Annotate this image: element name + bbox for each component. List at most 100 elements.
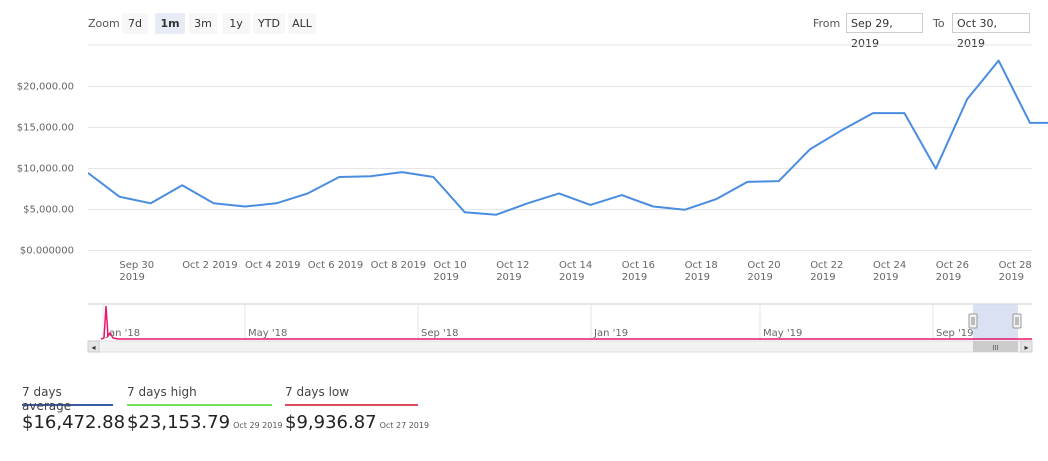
zoom-1m-button[interactable]: 1m (155, 13, 185, 34)
low-label: 7 days low (285, 385, 350, 399)
zoom-7d-button[interactable]: 7d (122, 13, 148, 34)
stat-low: 7 days low $9,936.87 Oct 27 2019 (285, 385, 429, 433)
avg-value: $16,472.88 (22, 412, 126, 433)
y-tick-label: $20,000.00 (17, 82, 74, 93)
x-tick-label: Oct 8 2019 (371, 260, 426, 271)
from-label: From (813, 17, 841, 30)
data-point (1028, 120, 1033, 125)
x-tick-label: Oct 6 2019 (308, 260, 363, 271)
y-axis: $0.000000 $5,000.00 $10,000.00 $15,000.00 $2… (17, 82, 74, 257)
navigator-date-label: Sep '18 (421, 328, 459, 339)
to-label: To (933, 17, 945, 30)
data-point (619, 193, 624, 198)
x-tick-label-year: 2019 (747, 272, 772, 283)
navigator: Jan '18 May '18 Sep '18 Jan '19 May '19 Sep '… (87, 303, 1033, 353)
data-point (808, 147, 813, 152)
scrollbar-track[interactable] (87, 340, 1033, 353)
to-date-input[interactable]: Oct 30, 2019 (952, 13, 1030, 50)
zoom-label: Zoom (88, 17, 120, 30)
x-tick-label: Oct 14 (559, 260, 592, 271)
data-point (337, 175, 342, 180)
low-value: $9,936.87 (285, 412, 377, 433)
low-date: Oct 27 2019 (379, 421, 430, 430)
y-tick-label: $10,000.00 (17, 164, 74, 175)
x-tick-label-year: 2019 (119, 272, 144, 283)
scroll-left-arrow-icon: ◂ (91, 343, 95, 352)
x-tick-label: Sep 30 (119, 260, 154, 271)
data-point (651, 204, 656, 209)
x-tick-label: Oct 18 (685, 260, 718, 271)
y-tick-label: $0.000000 (20, 246, 74, 257)
x-tick-label: Oct 2 2019 (182, 260, 237, 271)
navigator-date-label: May '19 (763, 328, 802, 339)
data-point (400, 170, 405, 175)
scroll-right-button[interactable] (1020, 340, 1033, 353)
navigator-right-handle[interactable] (1012, 313, 1022, 329)
navigator-left-handle[interactable] (968, 313, 978, 329)
zoom-all-button[interactable]: ALL (288, 13, 316, 34)
data-point (431, 175, 436, 180)
x-tick-label: Oct 12 (496, 260, 529, 271)
x-tick-label-year: 2019 (936, 272, 961, 283)
data-point (588, 202, 593, 207)
zoom-ytd-button[interactable]: YTD (253, 13, 285, 34)
data-point (86, 170, 91, 175)
avg-label: 7 days average (22, 385, 72, 413)
series-layer (86, 58, 1048, 217)
x-tick-label: Oct 20 (747, 260, 780, 271)
price-series-line (88, 59, 1048, 216)
price-chart: $0.000000 $5,000.00 $10,000.00 $15,000.00 $2… (17, 44, 1048, 353)
scrollbar-thumb[interactable] (973, 341, 1018, 352)
high-underline (127, 404, 272, 406)
low-value-row: $9,936.87 Oct 27 2019 (285, 412, 429, 433)
x-tick-label-year: 2019 (685, 272, 710, 283)
x-tick-label: Oct 28 (999, 260, 1032, 271)
scrollbar-grip: III (992, 344, 998, 352)
x-tick-label: Oct 22 (810, 260, 843, 271)
data-point (274, 201, 279, 206)
range-selector: Zoom 7d 1m 3m 1y YTD ALL From Sep 29, 20… (0, 13, 1048, 50)
scroll-left-button[interactable] (87, 340, 100, 353)
high-label: 7 days high (127, 385, 197, 399)
data-point (211, 201, 216, 206)
data-point (776, 179, 781, 184)
data-point (494, 212, 499, 217)
data-point (745, 179, 750, 184)
navigator-date-label: May '18 (248, 328, 287, 339)
data-point (305, 191, 310, 196)
stats-panel: 7 days average $16,472.88 7 days high $2… (0, 385, 1048, 445)
from-date-input[interactable]: Sep 29, 2019 (846, 13, 923, 50)
zoom-3m-button[interactable]: 3m (189, 13, 217, 34)
data-point (714, 197, 719, 202)
data-point (933, 166, 938, 171)
stat-average: 7 days average $16,472.88 (22, 385, 125, 433)
navigator-selection-mask[interactable] (973, 304, 1018, 340)
x-tick-label: Oct 10 (433, 260, 466, 271)
data-point (996, 58, 1001, 63)
stat-high: 7 days high $23,153.79 Oct 29 2019 (127, 385, 283, 433)
x-tick-label-year: 2019 (433, 272, 458, 283)
x-tick-label-year: 2019 (559, 272, 584, 283)
high-value-row: $23,153.79 Oct 29 2019 (127, 412, 283, 433)
zoom-1y-button[interactable]: 1y (222, 13, 250, 34)
data-point (368, 174, 373, 179)
x-tick-label-year: 2019 (810, 272, 835, 283)
avg-underline (22, 404, 113, 406)
x-tick-label: Oct 26 (936, 260, 969, 271)
data-point (839, 128, 844, 133)
data-point (525, 201, 530, 206)
navigator-date-label: Sep '19 (936, 328, 974, 339)
navigator-series-line (100, 305, 1032, 340)
data-point (965, 97, 970, 102)
data-point (902, 111, 907, 116)
y-tick-label: $15,000.00 (17, 123, 74, 134)
x-tick-label-year: 2019 (999, 272, 1024, 283)
navigator-date-label: Jan '18 (105, 328, 140, 339)
data-point (243, 204, 248, 209)
data-point (148, 201, 153, 206)
data-point (871, 111, 876, 116)
low-underline (285, 404, 418, 406)
data-point (180, 183, 185, 188)
x-tick-label-year: 2019 (873, 272, 898, 283)
avg-value-row: $16,472.88 (22, 412, 125, 433)
